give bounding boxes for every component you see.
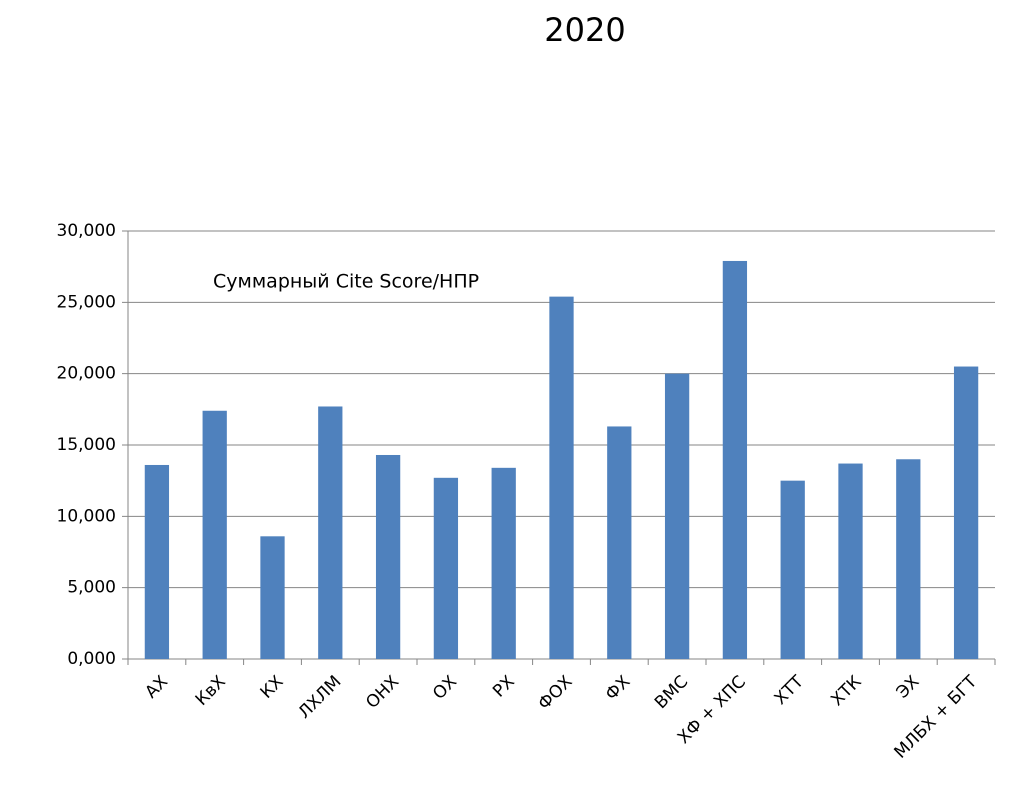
bar — [953, 366, 979, 659]
y-tick-label: 25,000 — [57, 292, 116, 312]
chart-title: 2020 — [544, 11, 625, 49]
x-tick-label: РХ — [489, 672, 519, 702]
y-tick-label: 20,000 — [57, 364, 116, 384]
x-tick-label: ХТК — [827, 672, 865, 710]
bar — [318, 406, 343, 659]
y-tick-label: 30,000 — [57, 221, 116, 241]
x-tick-label: ВМС — [651, 672, 692, 713]
y-tick-label: 0,000 — [67, 649, 116, 669]
x-tick-label: КвХ — [192, 672, 230, 710]
bar — [260, 536, 285, 659]
y-tick-label: 5,000 — [67, 578, 116, 598]
x-tick-label: КХ — [257, 672, 288, 703]
bar — [202, 410, 227, 659]
x-tick-label: ОХ — [429, 672, 461, 704]
bar — [433, 477, 459, 659]
bar — [144, 464, 170, 659]
x-tick-label: ФХ — [602, 672, 635, 705]
bar — [375, 454, 401, 659]
bar — [896, 459, 921, 659]
x-tick-label: ОНХ — [362, 672, 403, 713]
bar — [491, 467, 516, 659]
bar — [838, 463, 863, 659]
bar — [722, 260, 748, 659]
x-tick-label: ЭХ — [893, 672, 924, 703]
x-tick-label: ЛХЛМ — [295, 672, 346, 723]
x-tick-label: АХ — [141, 672, 172, 703]
y-tick-label: 15,000 — [57, 435, 116, 455]
bar — [607, 426, 632, 659]
bar — [780, 480, 805, 659]
bar — [664, 373, 690, 659]
x-tick-label: ФОХ — [534, 672, 576, 714]
y-tick-label: 10,000 — [57, 506, 116, 526]
bar — [549, 296, 574, 659]
annotation: Суммарный Cite Score/НПР — [213, 271, 479, 293]
x-tick-label: ХТТ — [771, 671, 808, 708]
